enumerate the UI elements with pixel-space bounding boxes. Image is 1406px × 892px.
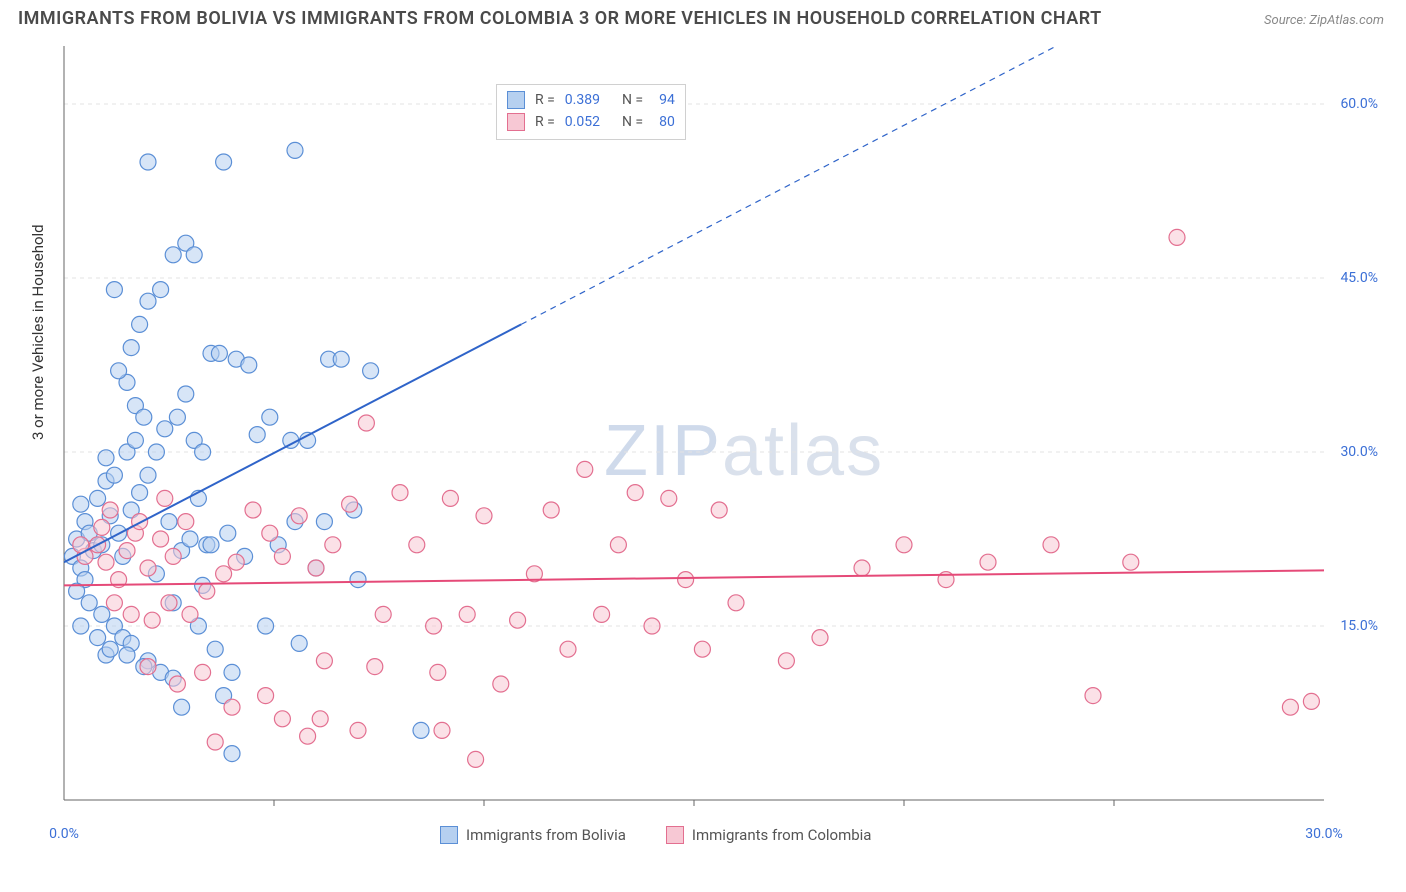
plot-container: 3 or more Vehicles in Household ZIPatlas… bbox=[44, 40, 1384, 840]
swatch-bottom-2 bbox=[666, 826, 684, 844]
scatter-plot-svg bbox=[44, 40, 1344, 820]
chart-header: IMMIGRANTS FROM BOLIVIA VS IMMIGRANTS FR… bbox=[0, 0, 1406, 29]
y-tick-label: 30.0% bbox=[1340, 444, 1378, 460]
y-tick-label: 45.0% bbox=[1340, 270, 1378, 286]
stat-n-value-1: 94 bbox=[659, 89, 675, 111]
chart-title: IMMIGRANTS FROM BOLIVIA VS IMMIGRANTS FR… bbox=[18, 8, 1102, 29]
legend-bottom: Immigrants from Bolivia Immigrants from … bbox=[440, 826, 871, 844]
legend-label-1: Immigrants from Bolivia bbox=[466, 826, 626, 844]
stat-r-label-2: R = bbox=[535, 111, 555, 133]
y-tick-label: 60.0% bbox=[1340, 96, 1378, 112]
legend-stats-row-2: R = 0.052 N = 80 bbox=[507, 111, 675, 133]
x-tick-label: 30.0% bbox=[1305, 826, 1343, 842]
legend-label-2: Immigrants from Colombia bbox=[692, 826, 872, 844]
legend-stats: R = 0.389 N = 94 R = 0.052 N = 80 bbox=[496, 84, 686, 140]
y-tick-label: 15.0% bbox=[1340, 618, 1378, 634]
stat-n-label-1: N = bbox=[622, 89, 643, 111]
x-tick-label: 0.0% bbox=[49, 826, 79, 842]
swatch-series-2 bbox=[507, 113, 525, 131]
stat-r-value-2: 0.052 bbox=[565, 111, 600, 133]
stat-r-value-1: 0.389 bbox=[565, 89, 600, 111]
stat-n-value-2: 80 bbox=[659, 111, 675, 133]
stat-n-label-2: N = bbox=[622, 111, 643, 133]
legend-item-1: Immigrants from Bolivia bbox=[440, 826, 626, 844]
swatch-series-1 bbox=[507, 91, 525, 109]
legend-stats-row-1: R = 0.389 N = 94 bbox=[507, 89, 675, 111]
swatch-bottom-1 bbox=[440, 826, 458, 844]
chart-source: Source: ZipAtlas.com bbox=[1264, 13, 1384, 28]
stat-r-label-1: R = bbox=[535, 89, 555, 111]
legend-item-2: Immigrants from Colombia bbox=[666, 826, 872, 844]
